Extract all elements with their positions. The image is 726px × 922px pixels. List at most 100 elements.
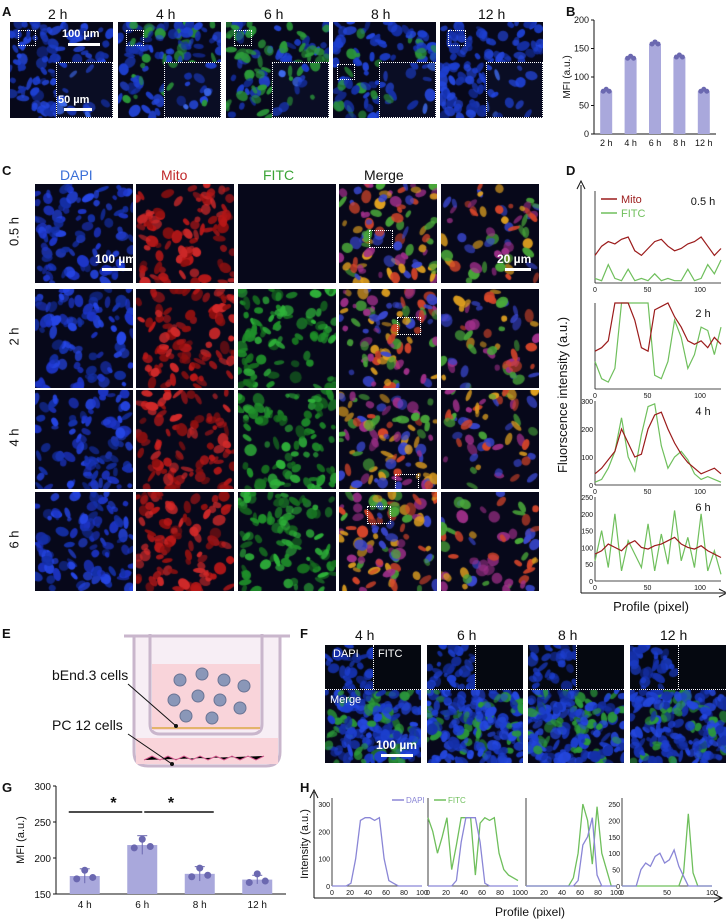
y-tick-label: 0 — [584, 129, 589, 139]
x-tick-label: 6 h — [649, 138, 662, 148]
chart-h: Intensity (a.u.)Profile (pixel)010020030… — [300, 788, 724, 919]
mito-series — [594, 411, 722, 475]
x-tick-label: 20 — [346, 890, 354, 897]
fitc-series — [594, 259, 722, 282]
cell-texture — [339, 390, 437, 489]
y-tick-label: 50 — [612, 868, 620, 875]
scale-bar-a1 — [68, 43, 100, 46]
x-tick-label: 80 — [400, 890, 408, 897]
cell-texture — [380, 63, 435, 117]
divider-v — [373, 645, 374, 689]
mito-series — [594, 302, 722, 353]
legend-label: Mito — [621, 194, 642, 206]
x-tick-label: 40 — [460, 890, 468, 897]
x-tick-label: 50 — [663, 890, 671, 897]
zoom-box — [369, 230, 393, 248]
micrograph-c — [339, 289, 437, 388]
panel-label-f: F — [300, 626, 308, 641]
data-point — [261, 877, 269, 885]
y-tick-label: 0 — [589, 579, 593, 586]
x-tick-label: 60 — [478, 890, 486, 897]
y-tick-label: 300 — [318, 802, 330, 809]
micrograph-c — [339, 492, 437, 591]
merge-label-f: Merge — [330, 694, 362, 706]
data-point — [188, 873, 196, 881]
micrograph-c — [136, 492, 234, 591]
y-tick-label: 150 — [608, 835, 620, 842]
micrograph-c — [441, 390, 539, 489]
zoom-inset — [272, 62, 329, 118]
scale-bar-c1 — [102, 268, 132, 271]
x-tick-label: 0 — [593, 489, 597, 496]
micrograph-c — [441, 184, 539, 283]
mito-series — [594, 236, 722, 257]
x-tick-label: 100 — [694, 393, 706, 400]
x-tick-label: 100 — [694, 585, 706, 592]
micrograph-c — [238, 289, 336, 388]
cell-texture — [339, 289, 437, 388]
micrograph-c — [35, 289, 133, 388]
dapi-thumb — [427, 645, 475, 689]
x-tick-label: 100 — [416, 890, 428, 897]
cell-texture — [487, 63, 542, 117]
data-point — [204, 871, 212, 879]
cell-texture — [136, 289, 234, 388]
micrograph-c — [35, 184, 133, 283]
data-point — [245, 878, 253, 886]
x-tick-label: 0 — [593, 287, 597, 294]
dapi-series — [526, 817, 616, 887]
cell-texture — [136, 492, 234, 591]
divider-h — [528, 689, 624, 690]
cell-texture — [273, 63, 328, 117]
fitc-series — [594, 302, 722, 383]
data-point — [253, 870, 261, 878]
scale-text-c1: 100 µm — [95, 252, 136, 266]
cell-texture — [339, 492, 437, 591]
bar — [697, 91, 710, 134]
x-tick-label: 0 — [593, 393, 597, 400]
cell-texture — [165, 63, 220, 117]
cell-texture — [339, 184, 437, 283]
sig-star: * — [168, 795, 175, 812]
micrograph-c — [238, 184, 336, 283]
x-tick-label: 12 h — [248, 900, 267, 911]
zoom-box — [397, 317, 421, 335]
time-label-d: 0.5 h — [691, 196, 715, 208]
dapi-series — [332, 816, 422, 887]
fitc-series — [622, 813, 712, 887]
y-tick-label: 200 — [34, 854, 51, 865]
x-tick-label: 20 — [540, 890, 548, 897]
x-tick-label: 8 h — [193, 900, 207, 911]
zoom-inset — [379, 62, 436, 118]
y-axis-arrow — [576, 179, 586, 190]
cell-texture — [325, 645, 373, 689]
micrograph-c — [339, 390, 437, 489]
dapi-thumb — [630, 645, 678, 689]
y-axis-label: Fluorscence intensity (a.u.) — [555, 317, 570, 473]
chart-b: 0 50 100 150 200 2 h 4 h 6 h 8 h 12 h MFI (a.u.) — [562, 15, 716, 148]
y-axis-label: Intensity (a.u.) — [300, 809, 311, 879]
y-tick-label: 50 — [585, 562, 593, 569]
micrograph-a — [333, 22, 436, 118]
y-tick-label: 200 — [608, 818, 620, 825]
data-point — [606, 88, 612, 94]
x-tick-label: 0 — [330, 890, 334, 897]
dapi-series — [622, 848, 712, 887]
fitc-series — [526, 803, 616, 887]
cell-texture — [441, 492, 539, 591]
bar — [600, 91, 613, 134]
panel-label-b: B — [566, 4, 576, 19]
merge-region — [427, 690, 523, 763]
panel-label-h: H — [300, 780, 310, 795]
zoom-box — [395, 474, 419, 489]
merge-region — [528, 690, 624, 763]
x-tick-label: 100 — [694, 287, 706, 294]
time-label-d: 2 h — [695, 308, 710, 320]
cell-texture — [325, 690, 421, 763]
time-label-f: 8 h — [558, 627, 578, 643]
micrograph-a — [440, 22, 543, 118]
cell-texture — [238, 184, 336, 283]
scale-text-f: 100 µm — [376, 738, 417, 752]
cell-texture — [136, 184, 234, 283]
y-tick-label: 150 — [34, 890, 51, 901]
